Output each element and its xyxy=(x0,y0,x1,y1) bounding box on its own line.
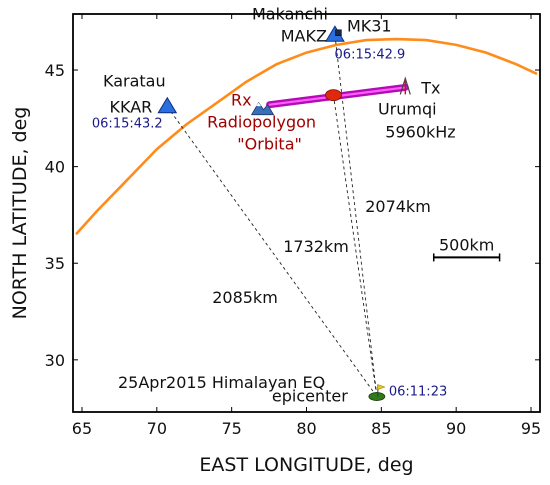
y-tick-label: 30 xyxy=(45,351,65,370)
karatau-station-icon xyxy=(157,96,178,114)
x-tick-label: 75 xyxy=(221,419,241,438)
annotations: 500kmKaratauKKAR06:15:43.2MakanchiMAKZMK… xyxy=(92,4,501,406)
mk31-marker xyxy=(335,29,342,37)
path-radio-midpoint-epicenter xyxy=(332,95,378,397)
receiver-name2: "Orbita" xyxy=(237,135,302,154)
makanchi-code: MAKZ xyxy=(281,26,327,45)
plot-frame xyxy=(72,13,541,413)
x-tick-label: 65 xyxy=(72,419,92,438)
y-tick-label: 45 xyxy=(45,61,65,80)
x-tick-label: 95 xyxy=(521,419,541,438)
x-tick-label: 70 xyxy=(147,419,167,438)
distance-makanchi: 2074km xyxy=(365,197,431,216)
epicenter-marker xyxy=(368,384,386,401)
x-tick-label: 80 xyxy=(296,419,316,438)
y-axis-label: NORTH LATITUDE, deg xyxy=(9,107,31,320)
transmitter-short: Tx xyxy=(420,78,440,97)
transmitter-name: Urumqi xyxy=(378,99,437,118)
x-axis-label: EAST LONGITUDE, deg xyxy=(199,454,413,476)
orange-arc xyxy=(75,37,538,236)
distance-karatau: 2085km xyxy=(212,288,278,307)
epicenter-time: 06:11:23 xyxy=(389,385,447,400)
axis-ticks: 65 70 75 80 85 90 95 30 35 40 45 xyxy=(45,14,541,438)
receiver-name: Radiopolygon xyxy=(207,113,316,132)
x-tick-label: 90 xyxy=(446,419,466,438)
transmitter-antenna-icon xyxy=(399,76,411,95)
karatau-time: 06:15:43.2 xyxy=(92,117,163,132)
epicenter-label2: epicenter xyxy=(272,387,348,406)
transmitter-frequency: 5960kHz xyxy=(385,122,455,141)
karatau-code: KKAR xyxy=(110,98,153,117)
plot-content xyxy=(75,25,538,401)
mk31-code: MK31 xyxy=(347,16,392,35)
receiver-mountain-icon xyxy=(250,101,275,116)
receiver-short: Rx xyxy=(231,91,252,110)
y-tick-label: 35 xyxy=(45,254,65,273)
epicenter-label: 25Apr2015 Himalayan EQ xyxy=(118,373,325,392)
makanchi-time: 06:15:42.9 xyxy=(335,47,406,62)
y-tick-label: 40 xyxy=(45,158,65,177)
reflection-point xyxy=(325,89,342,102)
distance-receiver: 1732km xyxy=(283,237,349,256)
scale-bar-label: 500km xyxy=(439,235,494,254)
karatau-name: Karatau xyxy=(103,72,166,91)
x-tick-label: 85 xyxy=(371,419,391,438)
